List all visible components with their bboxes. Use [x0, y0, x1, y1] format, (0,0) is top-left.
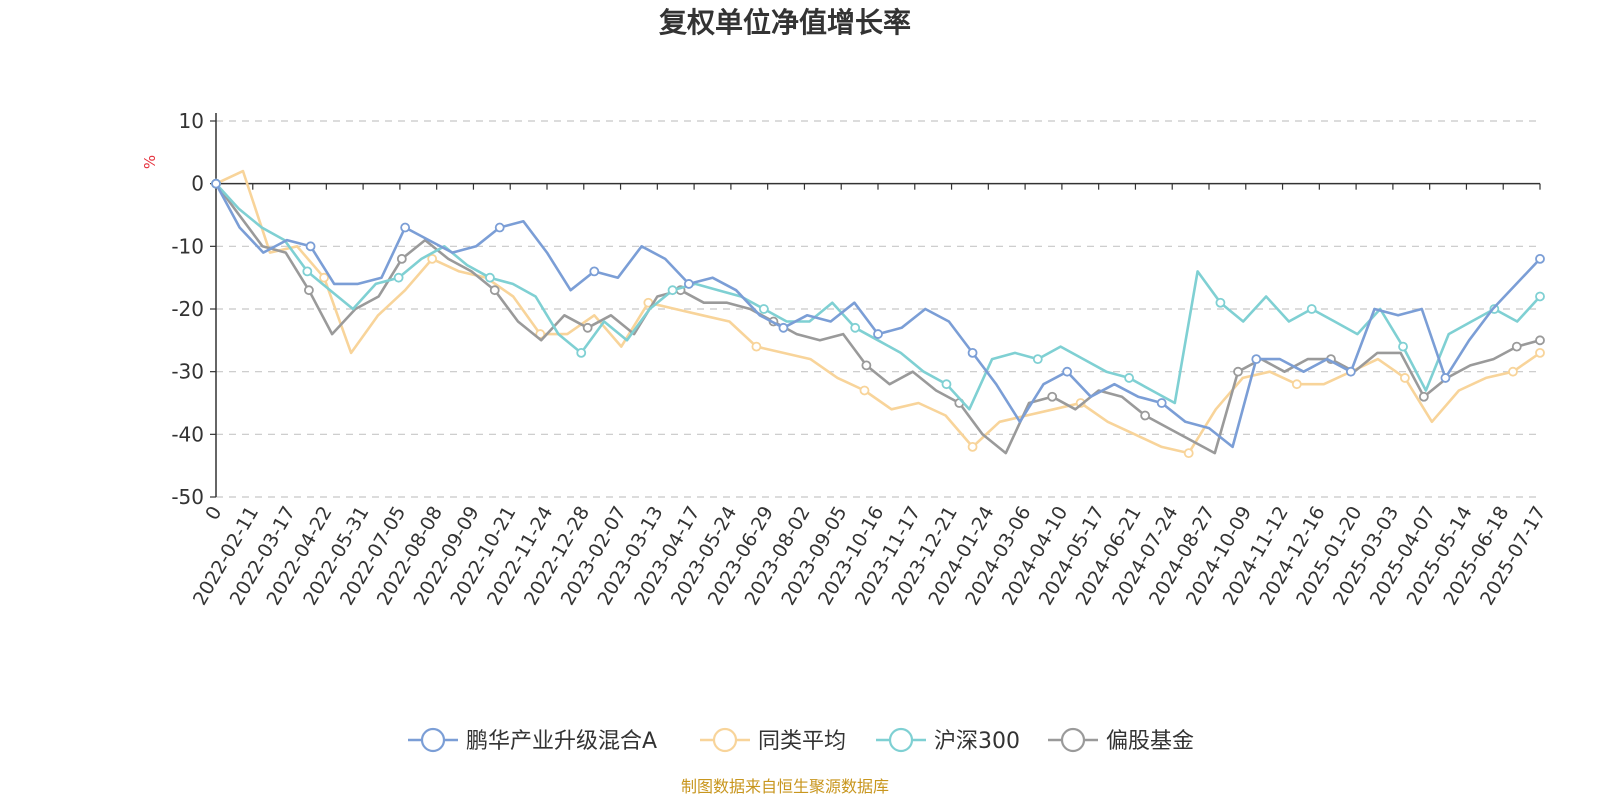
y-tick-label: -10: [171, 234, 204, 258]
data-point: [1535, 347, 1545, 358]
legend-label: 鹏华产业升级混合A: [466, 729, 657, 754]
gridlines: [216, 120, 1540, 498]
series-line: [214, 183, 1541, 449]
series-3: [211, 178, 1545, 455]
y-tick-label: -40: [171, 422, 204, 446]
series-group: [211, 169, 1545, 459]
data-point: [1062, 366, 1073, 377]
legend-item[interactable]: 偏股基金: [1048, 727, 1194, 754]
data-point: [485, 272, 495, 283]
data-point: [683, 279, 694, 289]
y-axis: 10 0 -10 -20 -30 -40 -50: [171, 109, 217, 509]
data-point: [1306, 304, 1317, 314]
data-source-note: 制图数据来自恒生聚源数据库: [681, 777, 889, 796]
series-line: [214, 182, 1541, 455]
series-2: [211, 178, 1545, 411]
data-point: [396, 253, 407, 264]
data-point: [861, 360, 872, 371]
series-0: [211, 178, 1545, 449]
legend-marker-symbol: [888, 727, 914, 753]
data-point: [1215, 297, 1226, 308]
data-point: [1535, 335, 1545, 346]
data-point: [778, 322, 789, 333]
y-tick-label: -50: [171, 485, 204, 509]
data-point: [319, 272, 329, 283]
data-point: [211, 178, 221, 189]
data-point: [1399, 373, 1410, 383]
data-point: [667, 285, 678, 296]
data-point: [1511, 341, 1522, 352]
legend: 鹏华产业升级混合A 同类平均 沪深300 偏股基金: [408, 727, 1194, 754]
data-point: [758, 304, 769, 314]
data-point: [1291, 379, 1302, 390]
y-tick-label: -20: [171, 297, 204, 321]
data-point: [1032, 354, 1043, 365]
data-point: [1345, 366, 1356, 377]
data-point: [1440, 373, 1451, 383]
data-point: [1156, 398, 1167, 408]
data-point: [302, 266, 313, 277]
data-point: [427, 253, 438, 264]
data-point: [1418, 391, 1429, 402]
y-tick-label: -30: [171, 360, 204, 384]
legend-marker-symbol: [712, 727, 738, 753]
data-point: [967, 347, 978, 358]
legend-item[interactable]: 沪深300: [876, 727, 1020, 754]
legend-marker-symbol: [420, 727, 446, 753]
legend-label: 偏股基金: [1106, 729, 1194, 754]
y-tick-label: 0: [191, 172, 204, 196]
series-1: [211, 169, 1545, 459]
data-point: [305, 241, 316, 252]
data-point: [873, 329, 883, 339]
data-point: [1183, 448, 1194, 459]
data-point: [576, 347, 587, 358]
data-point: [589, 266, 600, 277]
data-point: [1398, 341, 1408, 352]
data-point: [400, 222, 411, 233]
data-point: [1508, 366, 1518, 377]
legend-label: 沪深300: [934, 729, 1020, 754]
legend-item[interactable]: 同类平均: [700, 727, 846, 754]
data-point: [1140, 410, 1151, 421]
series-line: [215, 182, 1541, 411]
data-point: [1047, 391, 1058, 402]
data-point: [304, 285, 314, 296]
legend-marker-symbol: [1060, 727, 1086, 753]
x-axis: 02022-02-112022-03-172022-04-222022-05-3…: [189, 182, 1550, 609]
data-point: [751, 341, 762, 352]
legend-label: 同类平均: [758, 729, 846, 754]
data-point: [967, 441, 978, 452]
series-line: [215, 169, 1541, 455]
data-point: [1535, 291, 1545, 302]
data-point: [489, 285, 500, 296]
data-point: [859, 385, 870, 396]
y-axis-unit-label: %: [141, 155, 159, 169]
data-point: [941, 379, 952, 390]
data-point: [1251, 354, 1262, 365]
data-point: [850, 322, 861, 333]
data-point: [1233, 366, 1243, 377]
data-point: [393, 272, 404, 283]
chart-title: 复权单位净值增长率: [659, 6, 911, 39]
x-tick-label: 0: [201, 503, 226, 524]
data-point: [582, 322, 593, 333]
legend-item[interactable]: 鹏华产业升级混合A: [408, 727, 657, 754]
y-tick-label: 10: [179, 109, 204, 133]
data-point: [1535, 253, 1545, 264]
data-point: [1124, 373, 1135, 383]
data-point: [494, 222, 505, 233]
